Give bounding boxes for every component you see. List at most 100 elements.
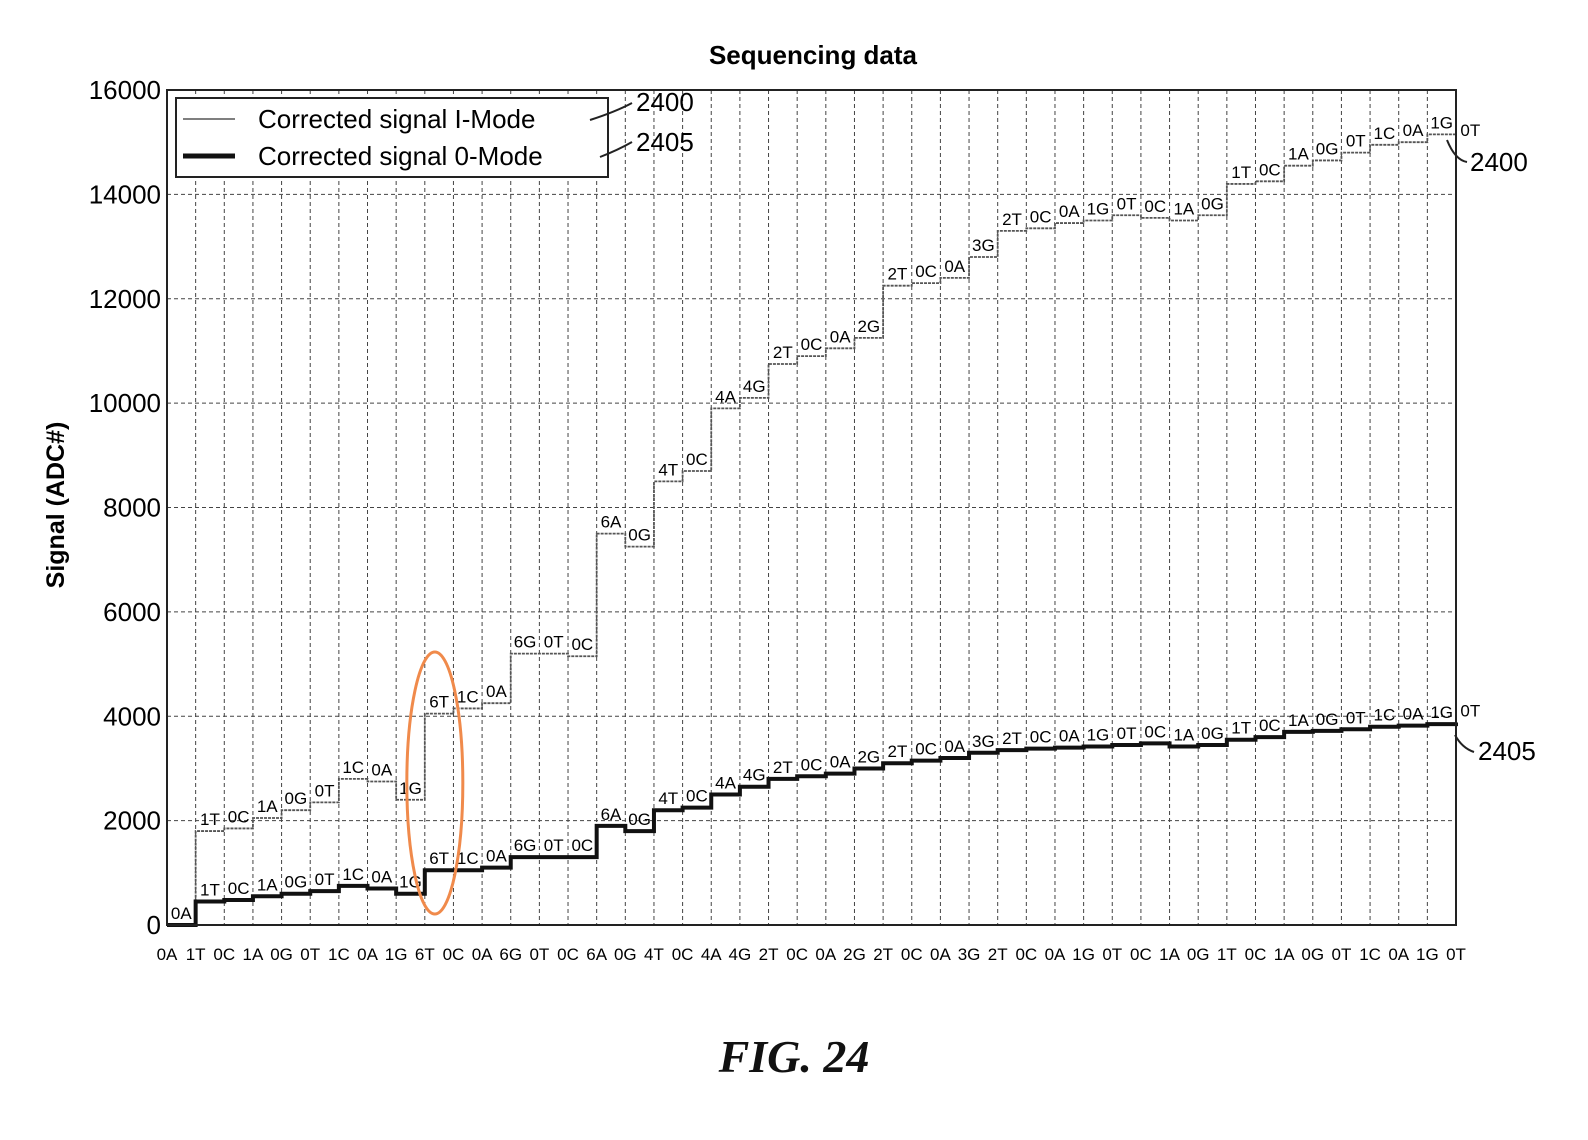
x-tick-label: 0G (614, 945, 637, 964)
ref-2405-legend: 2405 (636, 127, 694, 157)
x-tick-label: 0G (270, 945, 293, 964)
y-tick-label: 2000 (103, 806, 161, 836)
step-label: 0A (371, 760, 392, 779)
series-line-i-mode (167, 133, 1457, 926)
x-tick-label: 0T (1446, 945, 1466, 964)
step-label: 6G (514, 633, 537, 652)
x-tick-label: 2T (873, 945, 893, 964)
x-tick-label: 2T (759, 945, 779, 964)
x-tick-label: 0A (815, 945, 836, 964)
x-tick-label: 0A (157, 945, 178, 964)
step-label: 0G (1201, 194, 1224, 213)
y-tick-label: 10000 (89, 388, 161, 418)
step-label: 0C (571, 635, 593, 654)
x-tick-label: 3G (958, 945, 981, 964)
step-label: 0G (285, 873, 308, 892)
step-label: 1T (1231, 163, 1251, 182)
step-label: 1C (1374, 706, 1396, 725)
step-label: 0A (486, 682, 507, 701)
chart-title: Sequencing data (709, 40, 918, 70)
figure-caption: FIG. 24 (718, 1031, 870, 1082)
highlight-ellipse (405, 650, 465, 916)
x-tick-label: 2T (988, 945, 1008, 964)
x-tick-label: 0A (472, 945, 493, 964)
x-tick-label: 1G (1072, 945, 1095, 964)
step-label: 1C (342, 758, 364, 777)
ref-2405-curve: 2405 (1478, 736, 1536, 766)
x-tick-label: 1C (328, 945, 350, 964)
x-tick-label: 0C (443, 945, 465, 964)
x-tick-label: 0A (930, 945, 951, 964)
step-label: 0C (915, 740, 937, 759)
x-tick-label: 0C (672, 945, 694, 964)
leader-line-2405-curve (1454, 734, 1475, 753)
step-label: 0C (1259, 716, 1281, 735)
x-tick-label: 0G (1301, 945, 1324, 964)
step-label: 1C (457, 687, 479, 706)
legend-label-0-mode: Corrected signal 0-Mode (258, 141, 543, 171)
step-labels: 0A 1T 0C 1A 0G 0T 1C 0A 1G 6T 1C 0A 6G 0T 0C 6A 0G 4T 0C 4A… (171, 113, 1480, 923)
x-tick-label: 0A (357, 945, 378, 964)
step-label: 0A (830, 327, 851, 346)
step-label: 0A (1059, 727, 1080, 746)
y-tick-label: 6000 (103, 597, 161, 627)
step-label: 0C (1030, 207, 1052, 226)
step-label: 6A (601, 513, 622, 532)
x-tick-label: 0C (901, 945, 923, 964)
leader-line-2400-legend (589, 102, 633, 121)
step-label: 2T (888, 742, 908, 761)
x-tick-label: 2G (843, 945, 866, 964)
step-label: 0T (315, 870, 335, 889)
step-label: 0C (801, 755, 823, 774)
step-label: 0C (915, 262, 937, 281)
x-tick-label: 6T (415, 945, 435, 964)
step-label: 2T (1002, 210, 1022, 229)
step-label: 0C (1259, 160, 1281, 179)
y-tick-label: 8000 (103, 493, 161, 523)
y-tick-label: 12000 (89, 284, 161, 314)
step-label: 1T (200, 810, 220, 829)
x-tick-label: 0T (1332, 945, 1352, 964)
legend: Corrected signal I-Mode Corrected signal… (175, 97, 609, 178)
step-label: 1G (1087, 726, 1110, 745)
ref-2400-legend: 2400 (636, 87, 694, 117)
step-label: 1T (1231, 719, 1251, 738)
step-label: 3G (972, 732, 995, 751)
step-label: 0A (171, 904, 192, 923)
legend-label-i-mode: Corrected signal I-Mode (258, 104, 535, 134)
x-tick-label: 0T (1102, 945, 1122, 964)
x-tick-label: 0A (1045, 945, 1066, 964)
x-tick-label: 0T (300, 945, 320, 964)
step-label: 4G (743, 377, 766, 396)
step-label: 0C (228, 879, 250, 898)
step-label: 0T (315, 781, 335, 800)
x-tick-label: 1A (1159, 945, 1180, 964)
step-label: 0C (571, 836, 593, 855)
step-label: 4T (658, 789, 678, 808)
step-label: 0A (486, 847, 507, 866)
step-label: 1G (399, 779, 422, 798)
x-tick-label: 1T (186, 945, 206, 964)
step-label: 1A (1173, 199, 1194, 218)
step-label: 1G (1430, 703, 1453, 722)
x-tick-label: 4A (701, 945, 722, 964)
x-tick-label: 0A (1388, 945, 1409, 964)
leader-line-2400-curve (1446, 139, 1468, 163)
step-label: 0G (628, 526, 651, 545)
step-label: 1G (1430, 113, 1453, 132)
x-tick-label: 1A (243, 945, 264, 964)
x-tick-label: 1G (1416, 945, 1439, 964)
step-label: 2T (1002, 729, 1022, 748)
step-label: 1A (1288, 145, 1309, 164)
step-label: 0T (1346, 708, 1366, 727)
step-label: 0A (1403, 705, 1424, 724)
step-label: 0T (544, 836, 564, 855)
step-label: 1C (457, 849, 479, 868)
step-label: 0G (285, 789, 308, 808)
step-label: 2T (773, 343, 793, 362)
x-tick-label: 4T (644, 945, 664, 964)
step-label: 6T (429, 849, 449, 868)
x-tick-label: 0C (1130, 945, 1152, 964)
step-label: 0A (1059, 202, 1080, 221)
